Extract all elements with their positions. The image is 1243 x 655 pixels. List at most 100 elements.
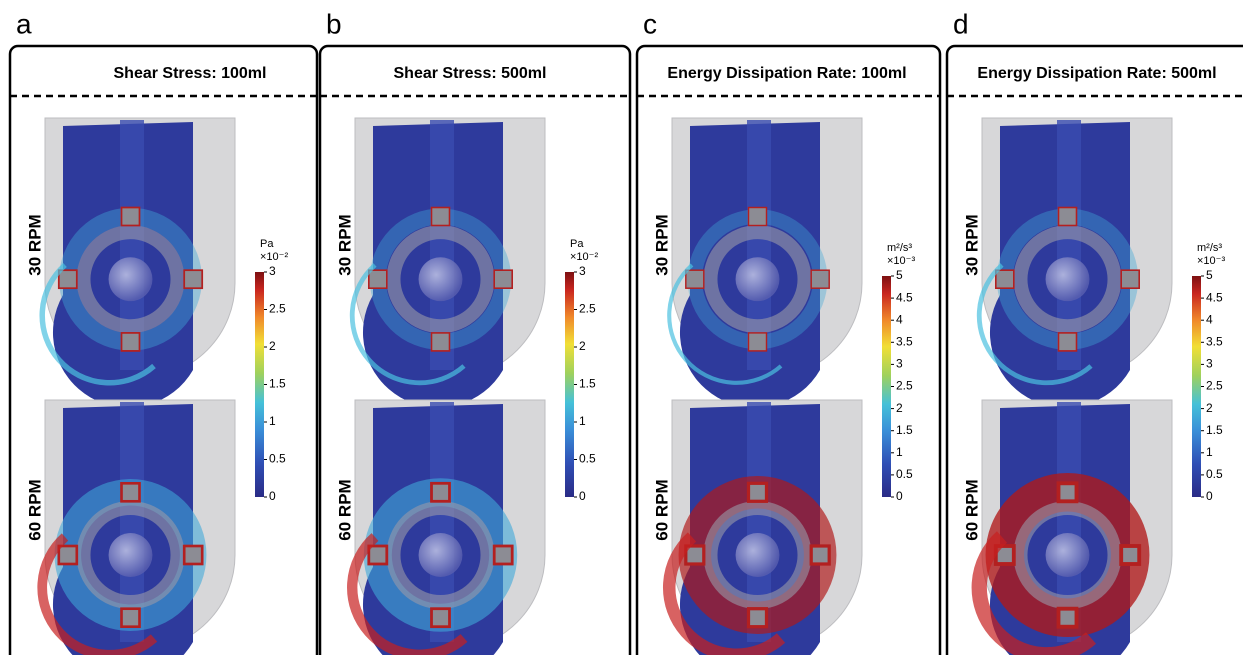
colorbar-scale: ×10⁻³ bbox=[1197, 255, 1225, 267]
impeller-ring bbox=[76, 225, 185, 334]
colorbar-unit: m²/s³ bbox=[1197, 242, 1222, 254]
impeller-blade bbox=[994, 269, 1015, 290]
colorbar-tick-label: 1 bbox=[1206, 445, 1213, 459]
impeller-blade bbox=[367, 269, 388, 290]
colorbar-tick-label: 4 bbox=[896, 312, 903, 326]
wall-shear bbox=[347, 533, 468, 655]
impeller-blade bbox=[747, 332, 768, 352]
impeller-hub bbox=[418, 257, 463, 302]
colorbar-tick-label: 0 bbox=[1206, 489, 1213, 503]
colorbar-tick-label: 5 bbox=[1206, 268, 1213, 282]
impeller-blade bbox=[430, 206, 451, 227]
impeller-hub bbox=[108, 257, 153, 302]
impeller-blade bbox=[430, 481, 451, 503]
impeller-blade bbox=[120, 206, 141, 227]
panel: d Energy Dissipation Rate: 500ml 30 RPM 60 … bbox=[945, 8, 1243, 655]
colorbar-tick-label: 1 bbox=[579, 414, 586, 428]
impeller-ring bbox=[703, 500, 812, 610]
colorbar bbox=[1192, 276, 1201, 497]
impeller-ring bbox=[703, 225, 812, 334]
impeller-ring bbox=[1013, 225, 1122, 334]
row-label: 30 RPM bbox=[652, 214, 671, 275]
colorbar-tick-label: 4.5 bbox=[1206, 290, 1223, 304]
colorbar-tick-label: 4 bbox=[1206, 312, 1213, 326]
impeller-ring bbox=[386, 225, 495, 334]
panel: a Shear Stress: 100ml 30 RPM 60 RPM Pa×10⁻² 0… bbox=[8, 8, 319, 655]
colorbar-tick-label: 3 bbox=[896, 357, 903, 371]
colorbar-tick-label: 2 bbox=[269, 339, 276, 353]
impeller-blade bbox=[57, 544, 79, 566]
colorbar-tick-label: 3.5 bbox=[1206, 334, 1223, 348]
impeller-hub bbox=[735, 533, 780, 577]
panel-frame bbox=[8, 44, 319, 655]
colorbar-tick-label: 3 bbox=[269, 264, 276, 278]
colorbar-tick-label: 0 bbox=[896, 489, 903, 503]
colorbar-tick-label: 2 bbox=[1206, 401, 1213, 415]
colorbar-tick-label: 0.5 bbox=[1206, 467, 1223, 481]
colorbar-tick-label: 5 bbox=[896, 268, 903, 282]
impeller-blade bbox=[746, 481, 769, 503]
colorbar-scale: ×10⁻² bbox=[260, 251, 288, 263]
colorbar-tick-label: 3.5 bbox=[896, 334, 913, 348]
panel-frame bbox=[318, 44, 632, 655]
colorbar-scale: ×10⁻² bbox=[570, 251, 598, 263]
colorbar-scale: ×10⁻³ bbox=[887, 255, 915, 267]
impeller-blade bbox=[1120, 269, 1140, 290]
colorbar bbox=[255, 272, 264, 497]
row-label: 60 RPM bbox=[25, 479, 44, 540]
impeller-blade bbox=[1057, 332, 1078, 352]
impeller-blade bbox=[684, 544, 706, 566]
wall-shear bbox=[37, 533, 158, 655]
impeller-blade bbox=[685, 269, 705, 289]
row-label: 30 RPM bbox=[962, 214, 981, 275]
impeller-blade bbox=[430, 332, 451, 352]
colorbar-tick-label: 2.5 bbox=[896, 379, 913, 393]
colorbar-tick-label: 1 bbox=[269, 414, 276, 428]
impeller-blade bbox=[120, 332, 141, 352]
impeller-blade bbox=[120, 607, 141, 629]
colorbar-tick-label: 2 bbox=[896, 401, 903, 415]
impeller-blade bbox=[57, 269, 78, 290]
colorbar-tick-label: 4.5 bbox=[896, 290, 913, 304]
panel-letter: a bbox=[16, 8, 32, 39]
impeller-blade bbox=[747, 206, 768, 227]
impeller-blade bbox=[183, 269, 204, 290]
colorbar-tick-label: 0.5 bbox=[896, 467, 913, 481]
panel-frame bbox=[945, 44, 1243, 655]
panel-letter: b bbox=[326, 8, 342, 39]
panel-title: Energy Dissipation Rate: 500ml bbox=[977, 65, 1216, 82]
wall-shear bbox=[39, 262, 156, 386]
impeller-hub bbox=[108, 533, 153, 577]
colorbar-tick-label: 1.5 bbox=[896, 423, 913, 437]
colorbar-tick-label: 3 bbox=[1206, 357, 1213, 371]
row-label: 30 RPM bbox=[335, 214, 354, 275]
impeller-blade bbox=[367, 544, 389, 566]
impeller-blade bbox=[182, 544, 204, 566]
colorbar-tick-label: 2 bbox=[579, 339, 586, 353]
wall-shear bbox=[971, 531, 1097, 655]
panel-frame bbox=[635, 44, 942, 655]
impeller-blade bbox=[1119, 544, 1142, 566]
panel: b Shear Stress: 500ml 30 RPM 60 RPM Pa×10⁻² 0… bbox=[318, 8, 632, 655]
colorbar-tick-label: 1 bbox=[896, 445, 903, 459]
colorbar-unit: Pa bbox=[570, 238, 584, 250]
colorbar-tick-label: 2.5 bbox=[579, 302, 596, 316]
colorbar bbox=[882, 276, 891, 497]
impeller-blade bbox=[1056, 606, 1079, 629]
colorbar-unit: Pa bbox=[260, 238, 274, 250]
impeller-blade bbox=[746, 607, 769, 629]
colorbar-tick-label: 1.5 bbox=[269, 377, 286, 391]
wall-shear bbox=[976, 263, 1093, 386]
impeller-ring bbox=[386, 500, 495, 610]
colorbar-tick-label: 0 bbox=[269, 489, 276, 503]
colorbar-unit: m²/s³ bbox=[887, 242, 912, 254]
colorbar-tick-label: 1.5 bbox=[1206, 423, 1223, 437]
wall-shear bbox=[662, 532, 786, 655]
impeller-hub bbox=[418, 533, 463, 577]
impeller-blade bbox=[809, 544, 831, 566]
colorbar-tick-label: 1.5 bbox=[579, 377, 596, 391]
impeller-ring bbox=[76, 500, 185, 610]
impeller-blade bbox=[430, 607, 451, 629]
impeller-blade bbox=[492, 544, 514, 566]
